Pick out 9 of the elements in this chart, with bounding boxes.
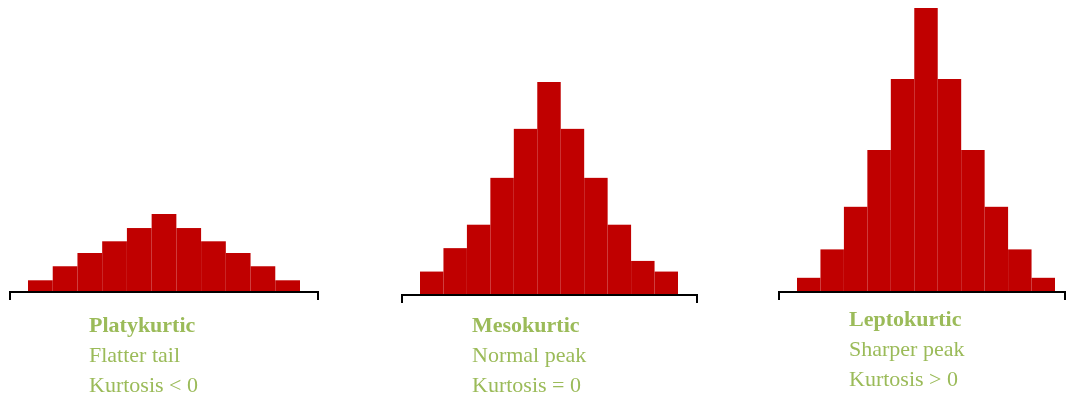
- text: Mesokurtic: [472, 312, 580, 337]
- text: Platykurtic: [89, 312, 196, 337]
- text: Normal peak: [472, 342, 587, 367]
- text: Kurtosis > 0: [849, 366, 958, 391]
- text: Leptokurtic: [849, 306, 962, 331]
- text: Sharper peak: [849, 336, 965, 361]
- text: Flatter tail: [89, 342, 181, 367]
- text: Kurtosis < 0: [89, 372, 198, 397]
- text: Kurtosis = 0: [472, 372, 581, 397]
